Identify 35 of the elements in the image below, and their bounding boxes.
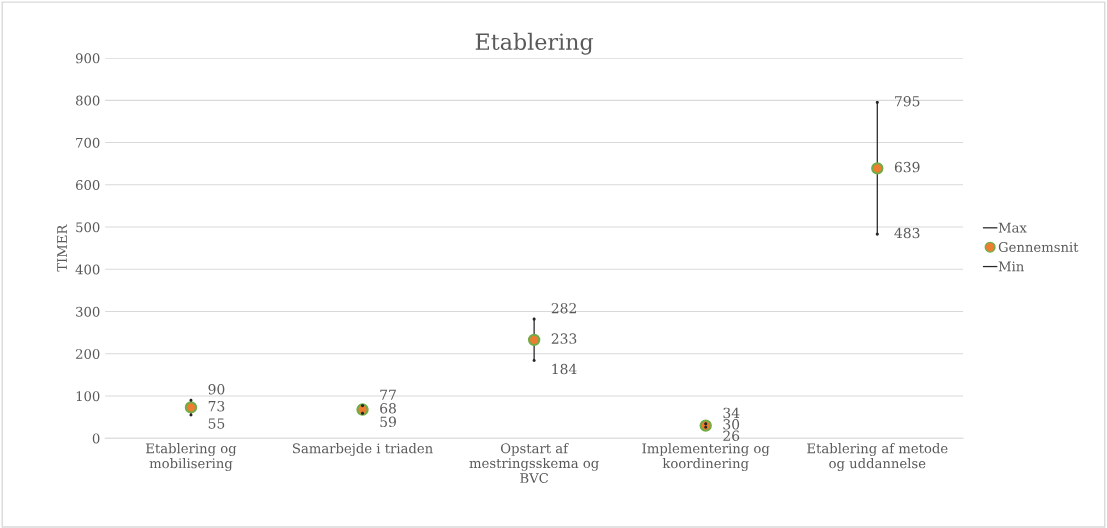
data-label: 26	[723, 430, 740, 442]
y-tick-label: 200	[76, 348, 100, 359]
legend-label: Max	[998, 222, 1027, 233]
x-tick-label: Opstart af mestringsskema og BVC	[469, 443, 599, 484]
data-label: 639	[894, 161, 920, 173]
x-tick-label: Samarbejde i triaden	[293, 443, 433, 457]
data-label: 30	[723, 419, 740, 430]
y-tick-label: 0	[92, 433, 100, 444]
data-label: 184	[552, 363, 577, 375]
data-label: 59	[380, 416, 396, 428]
y-tick-label: 100	[76, 391, 100, 402]
data-label: 55	[208, 418, 225, 429]
y-tick-label: 400	[75, 264, 100, 275]
chart-title: Etablering	[475, 32, 594, 55]
data-label: 77	[380, 389, 396, 400]
data-label: 233	[551, 333, 577, 344]
x-tick-label: Implementering og koordinering	[642, 443, 770, 472]
y-tick-label: 800	[76, 95, 100, 106]
data-label: 73	[208, 400, 225, 412]
legend-label: Min	[998, 261, 1024, 272]
y-axis-title: TIMER	[57, 224, 67, 272]
data-label: 68	[380, 403, 396, 414]
y-tick-label: 700	[76, 137, 100, 148]
x-tick-label: Etablering af metode og uddannelse	[807, 443, 948, 472]
data-label: 282	[551, 302, 576, 314]
data-label: 795	[895, 95, 920, 107]
x-tick-label: Etablering og mobilisering	[146, 443, 237, 472]
y-tick-label: 300	[76, 306, 100, 317]
y-tick-label: 900	[75, 53, 100, 64]
data-label: 483	[894, 227, 920, 239]
y-tick-label: 500	[76, 222, 100, 233]
data-label: 34	[723, 407, 740, 419]
data-label: 90	[208, 384, 225, 395]
legend-label: Gennemsnit	[998, 242, 1079, 252]
y-tick-label: 600	[76, 180, 100, 190]
